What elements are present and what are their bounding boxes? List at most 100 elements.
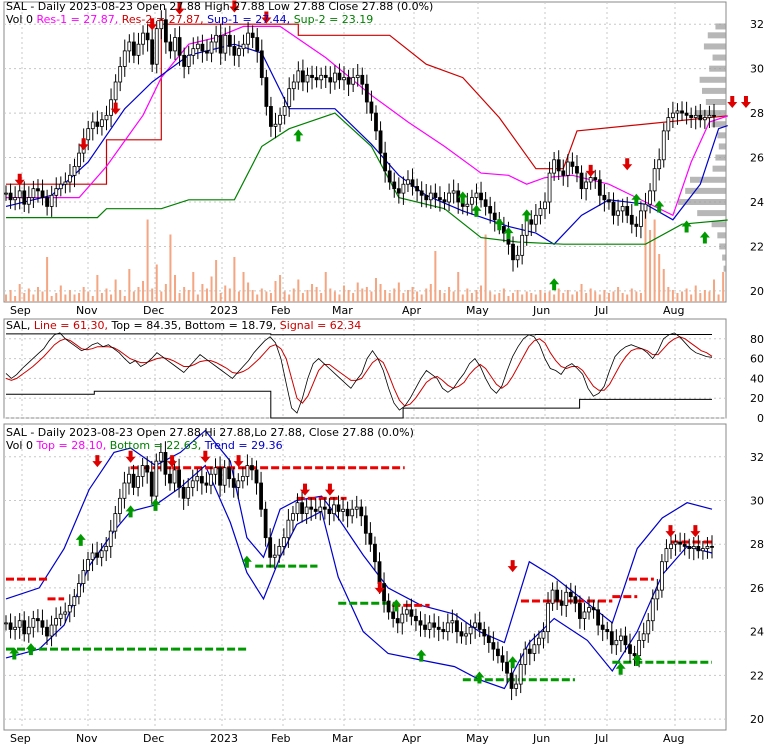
price-candle-body xyxy=(90,121,95,130)
boll-candle-body xyxy=(127,473,131,484)
price-candle-body xyxy=(17,190,22,198)
volume-bar xyxy=(649,230,652,302)
volume-bar xyxy=(123,296,126,302)
price-candle-body xyxy=(597,179,602,196)
volume-bar xyxy=(164,284,167,302)
stoch-legend-title: SAL xyxy=(6,319,27,332)
boll-candle-body xyxy=(664,548,669,563)
volume-bar xyxy=(553,294,556,302)
price-candle-body xyxy=(387,170,392,183)
boll-candle-body xyxy=(168,473,172,484)
price-candle-body xyxy=(291,81,296,90)
volume-bar xyxy=(96,275,99,302)
volume-bar xyxy=(434,251,437,302)
price-candle-body xyxy=(109,99,113,116)
boll-candle-body xyxy=(678,541,683,545)
boll-candle-body xyxy=(58,613,63,619)
boll-xtick-label: Apr xyxy=(402,732,422,745)
trend-buy-arrow-icon xyxy=(416,649,427,662)
price-candle-body xyxy=(533,214,538,225)
price-candle-body xyxy=(543,201,547,210)
boll-xtick-label: Jul xyxy=(594,732,608,745)
volume-bar xyxy=(388,293,391,302)
price-candle-body xyxy=(561,170,566,176)
price-xtick-label: Jun xyxy=(532,304,550,317)
boll-candle-body xyxy=(99,550,104,558)
boll-candle-body xyxy=(149,471,154,497)
boll-candle-body xyxy=(473,622,478,628)
volume-bar xyxy=(512,293,515,302)
price-legend-res1: Res-1 = 27.87, xyxy=(36,13,119,26)
volume-bar xyxy=(429,284,432,302)
buy-arrow-icon xyxy=(654,200,665,213)
volume-bar xyxy=(320,293,323,302)
boll-candle-body xyxy=(578,602,582,619)
volume-profile-bar xyxy=(690,176,726,183)
price-candle-body xyxy=(511,243,515,261)
boll-candle-body xyxy=(514,683,519,689)
buy-arrow-icon xyxy=(549,278,560,291)
volume-profile-bar xyxy=(717,132,726,139)
price-xtick-label: Feb xyxy=(271,304,290,317)
price-candle-body xyxy=(40,190,45,198)
price-candle-body xyxy=(465,203,470,207)
volume-bar xyxy=(146,219,149,302)
price-candle-body xyxy=(415,186,419,192)
volume-bar xyxy=(575,291,578,302)
volume-bar xyxy=(374,278,377,302)
price-candle-body xyxy=(259,50,264,78)
stoch-legend-top: Top = 84.35, xyxy=(111,319,182,332)
boll-candle-body xyxy=(673,541,678,545)
price-candle-body xyxy=(191,48,196,56)
volume-bar xyxy=(178,293,181,302)
volume-bar xyxy=(470,293,473,302)
boll-candle-body xyxy=(641,633,646,641)
volume-bar xyxy=(288,294,291,302)
boll-candle-body xyxy=(550,589,555,604)
boll-candle-body xyxy=(655,589,660,600)
boll-candle-body xyxy=(277,546,282,556)
price-candle-body xyxy=(451,190,456,194)
volume-bar xyxy=(301,293,304,302)
price-panel: 20 22 24 26 28 30 32 Sep Nov Dec 2023 Feb Mar Apr May J… xyxy=(3,0,764,317)
volume-profile-bar xyxy=(678,199,726,205)
boll-candle-body xyxy=(26,626,31,635)
volume-bar xyxy=(100,293,103,302)
volume-bar xyxy=(626,294,629,302)
buy-arrow-icon xyxy=(699,231,710,244)
boll-candle-body xyxy=(213,467,218,475)
sell-arrow-icon xyxy=(229,0,240,13)
price-candle-body xyxy=(255,37,260,52)
boll-candle-body xyxy=(363,515,368,534)
stoch-frame xyxy=(3,318,727,419)
volume-bar xyxy=(562,293,565,302)
volume-profile-bar xyxy=(702,87,726,94)
price-candle-body xyxy=(118,66,123,83)
volume-bar xyxy=(18,284,21,302)
boll-candle-body xyxy=(245,465,250,477)
price-candle-body xyxy=(675,110,680,114)
volume-bar xyxy=(457,272,460,302)
sell-arrow-icon xyxy=(622,158,633,171)
volume-profile-bar xyxy=(722,254,726,261)
price-candle-body xyxy=(95,121,100,127)
price-candle-body xyxy=(538,208,543,216)
volume-bar xyxy=(393,288,396,302)
boll-candle-body xyxy=(587,607,591,613)
price-candle-body xyxy=(588,177,593,183)
boll-candle-body xyxy=(564,591,569,606)
price-candle-body xyxy=(63,181,68,185)
boll-candle-body xyxy=(122,482,127,499)
volume-bar xyxy=(370,291,373,302)
boll-candle-body xyxy=(95,552,99,558)
boll-candle-body xyxy=(31,618,36,628)
boll-candle-body xyxy=(158,452,163,462)
trend-sell-arrow-icon xyxy=(324,483,335,496)
volume-bar xyxy=(338,294,341,302)
price-candle-body xyxy=(26,197,31,205)
volume-profile-bar xyxy=(703,43,726,50)
boll-candle-body xyxy=(455,620,459,633)
price-ytick-label: 26 xyxy=(750,152,764,165)
price-ytick-label: 30 xyxy=(750,63,764,76)
volume-bar xyxy=(699,293,702,302)
